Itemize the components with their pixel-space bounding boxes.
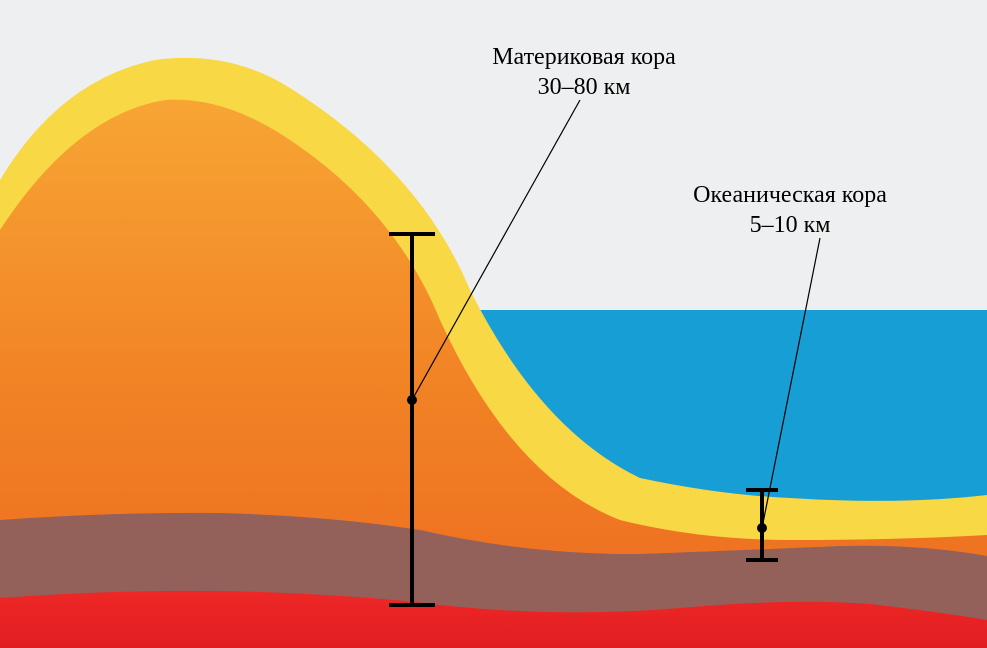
label-value: 5–10 км xyxy=(693,210,887,240)
label-title: Материковая кора xyxy=(492,42,676,72)
oceanic-crust-label: Океаническая кора 5–10 км xyxy=(693,180,887,240)
label-title: Океаническая кора xyxy=(693,180,887,210)
label-value: 30–80 км xyxy=(492,72,676,102)
continental-crust-label: Материковая кора 30–80 км xyxy=(492,42,676,102)
